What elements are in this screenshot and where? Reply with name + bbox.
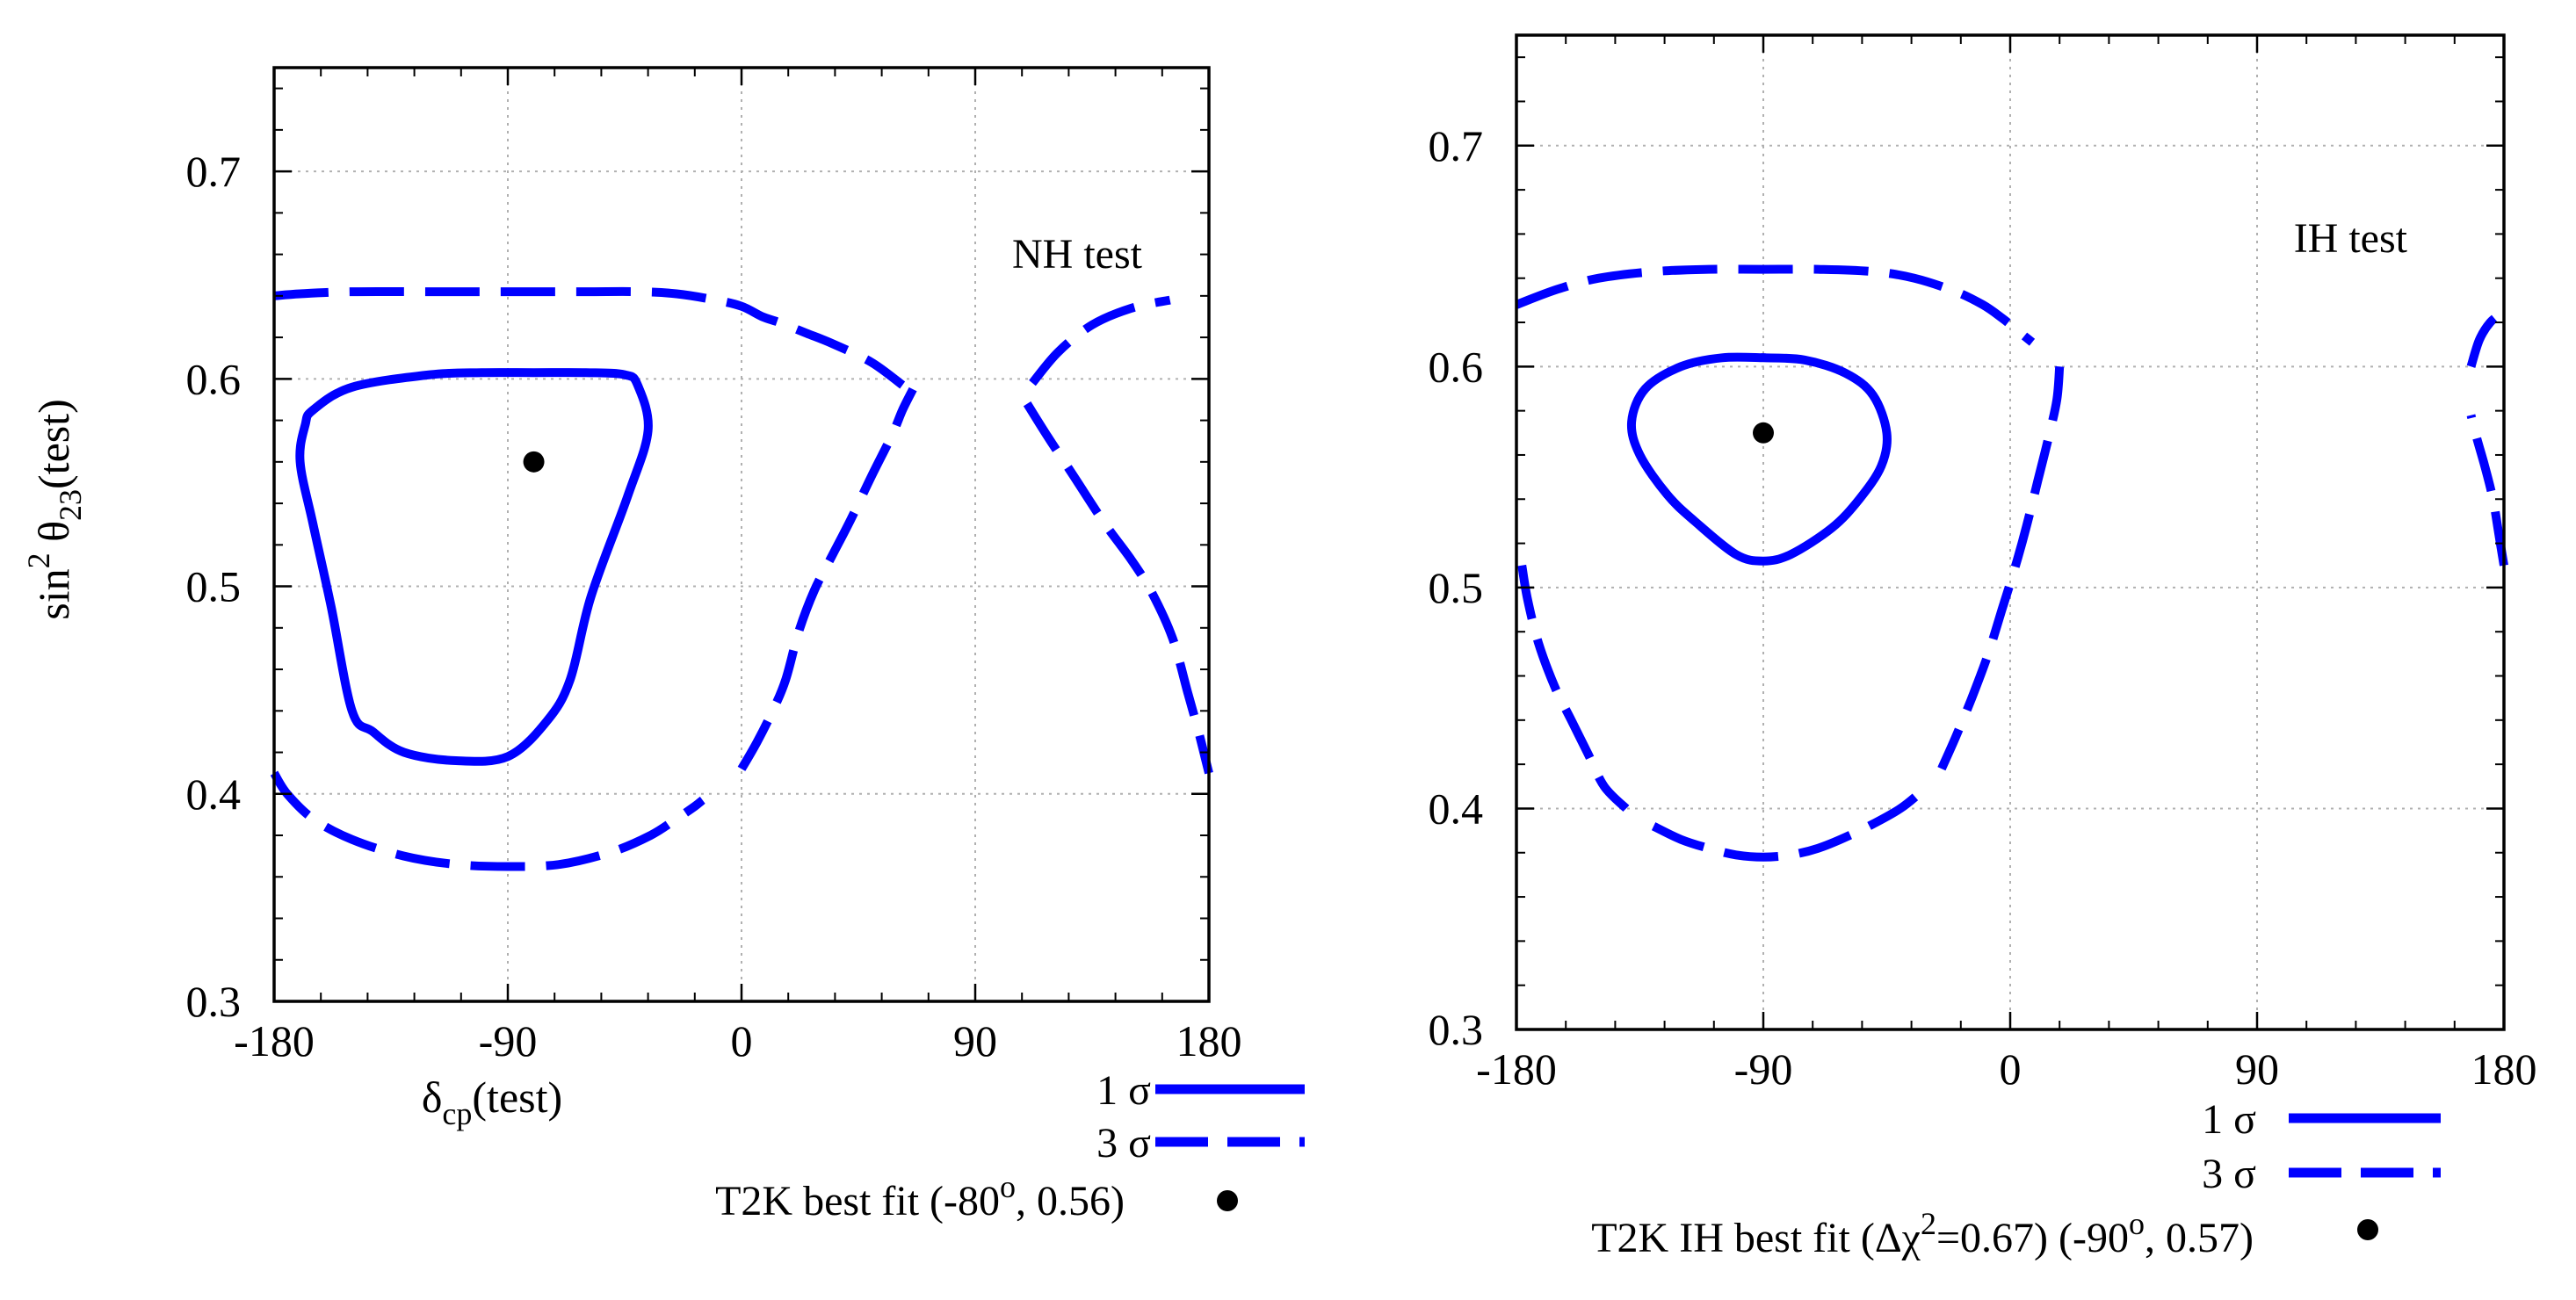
plot-frame — [1515, 33, 2506, 1031]
legend-label-1sigma: 1 σ — [1096, 1067, 1151, 1114]
contour-3sigma — [273, 286, 906, 389]
best-fit-point — [1753, 422, 1774, 444]
legend-label-3sigma: 3 σ — [2202, 1151, 2256, 1197]
legend-label-best-fit: T2K IH best fit (Δχ2=0.67) (-90o, 0.57) — [1591, 1206, 2254, 1261]
contour-3sigma — [1651, 787, 1926, 862]
contour-3sigma — [1517, 564, 1630, 812]
y-axis-label-prefix: sin — [29, 568, 78, 619]
y-tick-label: 0.3 — [186, 977, 242, 1026]
legend-label-best-fit: T2K best fit (-80o, 0.56) — [715, 1169, 1125, 1224]
y-axis-label-rest: (test) — [29, 399, 78, 489]
y-axis-label-sub: 23 — [53, 489, 88, 521]
legend: 1 σ 3 σ T2K IH best fit (Δχ2=0.67) (-90o… — [1591, 1096, 2441, 1261]
x-axis-label-sub: cp — [442, 1096, 472, 1131]
y-axis-label-theta: θ — [29, 521, 78, 552]
y-tick-label: 0.7 — [1429, 121, 1484, 170]
best-fit-point — [523, 451, 545, 473]
x-tick-label: 90 — [2235, 1044, 2279, 1094]
legend-swatch-best-fit — [1217, 1190, 1238, 1211]
y-tick-label: 0.4 — [186, 769, 242, 819]
legend-label-best-fit-sup: o — [1000, 1169, 1016, 1204]
x-axis-label-rest: (test) — [472, 1072, 562, 1122]
y-axis-label: sin2 θ23(test) — [21, 399, 88, 620]
legend-label-best-fit-end: , 0.57) — [2145, 1215, 2254, 1261]
legend-label-best-fit-end: , 0.56) — [1016, 1178, 1125, 1224]
legend-label-best-fit-mid: =0.67) (-90 — [1936, 1215, 2129, 1261]
contour-3sigma — [1023, 401, 1213, 775]
x-tick-label: -180 — [234, 1016, 315, 1065]
x-tick-label: -90 — [1734, 1044, 1793, 1094]
x-tick-label: -90 — [479, 1016, 538, 1065]
x-axis-label-main: δ — [422, 1072, 443, 1122]
y-axis-label-sup: 2 — [21, 552, 56, 568]
contour-3sigma — [2466, 307, 2507, 368]
legend: 1 σ 3 σ T2K best fit (-80o, 0.56) — [715, 1067, 1305, 1224]
nh-test-annotation: NH test — [1012, 231, 1143, 278]
contour-3sigma — [2466, 414, 2508, 567]
legend-label-1sigma: 1 σ — [2202, 1096, 2256, 1143]
y-tick-label: 0.4 — [1429, 784, 1484, 833]
contour-3sigma — [1937, 365, 2065, 771]
x-tick-label: 180 — [2471, 1044, 2537, 1094]
legend-label-3sigma: 3 σ — [1096, 1120, 1151, 1166]
contour-1sigma — [1626, 352, 1892, 566]
legend-swatch-best-fit — [2357, 1219, 2378, 1240]
x-axis-label: δcp(test) — [422, 1072, 562, 1131]
x-tick-label: 0 — [2000, 1044, 2022, 1094]
ih-test-annotation: IH test — [2294, 215, 2408, 262]
x-tick-label: 0 — [731, 1016, 753, 1065]
contour-3sigma — [1029, 295, 1171, 386]
y-tick-label: 0.5 — [186, 562, 242, 611]
x-tick-label: 180 — [1176, 1016, 1242, 1065]
nh-test-chart: -180 -90 0 90 180 0.3 0.4 0.5 0.6 0.7 NH test sin… — [21, 66, 1305, 1224]
contour-1sigma — [295, 368, 653, 766]
legend-label-best-fit-main: T2K IH best fit (Δχ — [1591, 1215, 1921, 1261]
contour-3sigma — [1515, 264, 2036, 346]
y-tick-label: 0.7 — [186, 147, 242, 196]
y-tick-label: 0.6 — [1429, 342, 1484, 391]
contour-3sigma — [270, 770, 706, 871]
y-tick-label: 0.3 — [1429, 1005, 1484, 1054]
y-tick-label: 0.5 — [1429, 563, 1484, 612]
x-tick-label: -180 — [1476, 1044, 1557, 1094]
legend-label-best-fit-sup2: o — [2129, 1206, 2145, 1241]
contour-3sigma — [737, 386, 917, 771]
y-tick-label: 0.6 — [186, 354, 242, 403]
legend-label-best-fit-sup: 2 — [1921, 1206, 1936, 1241]
ih-test-chart: -180 -90 0 90 180 0.3 0.4 0.5 0.6 0.7 IH test 1 σ… — [1429, 33, 2537, 1261]
legend-label-best-fit-main: T2K best fit (-80 — [715, 1178, 1000, 1224]
x-tick-label: 90 — [953, 1016, 997, 1065]
